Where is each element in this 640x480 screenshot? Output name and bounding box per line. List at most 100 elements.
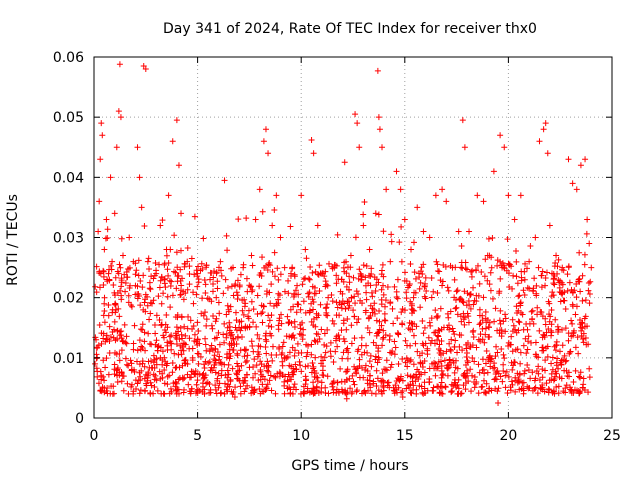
data-point bbox=[237, 347, 244, 354]
data-point bbox=[525, 385, 532, 392]
data-point bbox=[120, 387, 127, 394]
data-point bbox=[113, 144, 120, 151]
data-point bbox=[257, 358, 264, 365]
data-point bbox=[166, 333, 173, 340]
data-point bbox=[482, 308, 489, 315]
data-point bbox=[393, 294, 400, 301]
data-point bbox=[376, 326, 383, 333]
data-point bbox=[254, 311, 261, 318]
data-point bbox=[527, 243, 534, 250]
data-point bbox=[464, 340, 471, 347]
data-point bbox=[212, 346, 219, 353]
data-point bbox=[234, 363, 241, 370]
data-point bbox=[532, 384, 539, 391]
data-point bbox=[461, 144, 468, 151]
data-point bbox=[378, 286, 385, 293]
data-point bbox=[447, 347, 454, 354]
data-point bbox=[531, 377, 538, 384]
data-point bbox=[246, 364, 253, 371]
data-point bbox=[179, 275, 186, 282]
data-point bbox=[118, 347, 125, 354]
data-point bbox=[570, 329, 577, 336]
data-point bbox=[257, 390, 264, 397]
y-tick-label: 0.04 bbox=[53, 170, 84, 186]
data-point bbox=[135, 377, 142, 384]
data-point bbox=[111, 326, 118, 333]
data-point bbox=[190, 300, 197, 307]
data-point bbox=[302, 246, 309, 253]
data-point bbox=[516, 292, 523, 299]
data-point bbox=[328, 292, 335, 299]
data-point bbox=[428, 275, 435, 282]
data-point bbox=[217, 390, 224, 397]
data-point bbox=[280, 339, 287, 346]
data-point bbox=[327, 353, 334, 360]
data-point bbox=[203, 262, 210, 269]
data-point bbox=[284, 378, 291, 385]
data-point bbox=[498, 327, 505, 334]
data-point bbox=[439, 390, 446, 397]
data-point bbox=[281, 288, 288, 295]
data-point bbox=[526, 285, 533, 292]
data-point bbox=[432, 372, 439, 379]
data-point bbox=[164, 266, 171, 273]
data-point bbox=[260, 138, 267, 145]
data-point bbox=[282, 373, 289, 380]
data-point bbox=[262, 126, 269, 133]
data-point bbox=[334, 343, 341, 350]
data-point bbox=[528, 316, 535, 323]
data-point bbox=[173, 341, 180, 348]
data-point bbox=[152, 260, 159, 267]
data-point bbox=[339, 355, 346, 362]
data-point bbox=[211, 352, 218, 359]
data-point bbox=[541, 388, 548, 395]
data-point bbox=[562, 306, 569, 313]
data-point bbox=[192, 390, 199, 397]
data-point bbox=[267, 372, 274, 379]
data-point bbox=[171, 350, 178, 357]
data-point bbox=[524, 284, 531, 291]
data-point bbox=[399, 387, 406, 394]
data-point bbox=[139, 284, 146, 291]
data-point bbox=[250, 319, 257, 326]
data-point bbox=[104, 385, 111, 392]
data-point bbox=[581, 315, 588, 322]
data-point bbox=[331, 320, 338, 327]
data-point bbox=[451, 331, 458, 338]
data-point bbox=[148, 357, 155, 364]
data-point bbox=[442, 384, 449, 391]
data-point bbox=[106, 277, 113, 284]
data-point bbox=[265, 312, 272, 319]
data-point bbox=[287, 306, 294, 313]
data-point bbox=[354, 120, 361, 127]
data-point bbox=[249, 262, 256, 269]
data-point bbox=[162, 284, 169, 291]
data-point bbox=[570, 378, 577, 385]
data-point bbox=[548, 329, 555, 336]
data-point bbox=[146, 265, 153, 272]
data-point bbox=[502, 372, 509, 379]
data-point bbox=[265, 322, 272, 329]
data-point bbox=[549, 354, 556, 361]
data-point bbox=[178, 210, 185, 217]
data-point bbox=[307, 264, 314, 271]
data-point bbox=[205, 359, 212, 366]
data-point bbox=[462, 361, 469, 368]
data-point bbox=[410, 239, 417, 246]
data-point bbox=[482, 256, 489, 263]
data-point bbox=[324, 373, 331, 380]
data-point bbox=[271, 206, 278, 213]
data-point bbox=[517, 360, 524, 367]
data-point bbox=[380, 291, 387, 298]
data-point bbox=[184, 258, 191, 265]
data-point bbox=[500, 351, 507, 358]
data-point bbox=[449, 325, 456, 332]
data-point bbox=[533, 282, 540, 289]
data-point bbox=[271, 249, 278, 256]
data-point bbox=[115, 270, 122, 277]
data-point bbox=[532, 234, 539, 241]
data-point bbox=[544, 150, 551, 157]
data-point bbox=[125, 299, 132, 306]
data-point bbox=[387, 364, 394, 371]
data-point bbox=[422, 295, 429, 302]
